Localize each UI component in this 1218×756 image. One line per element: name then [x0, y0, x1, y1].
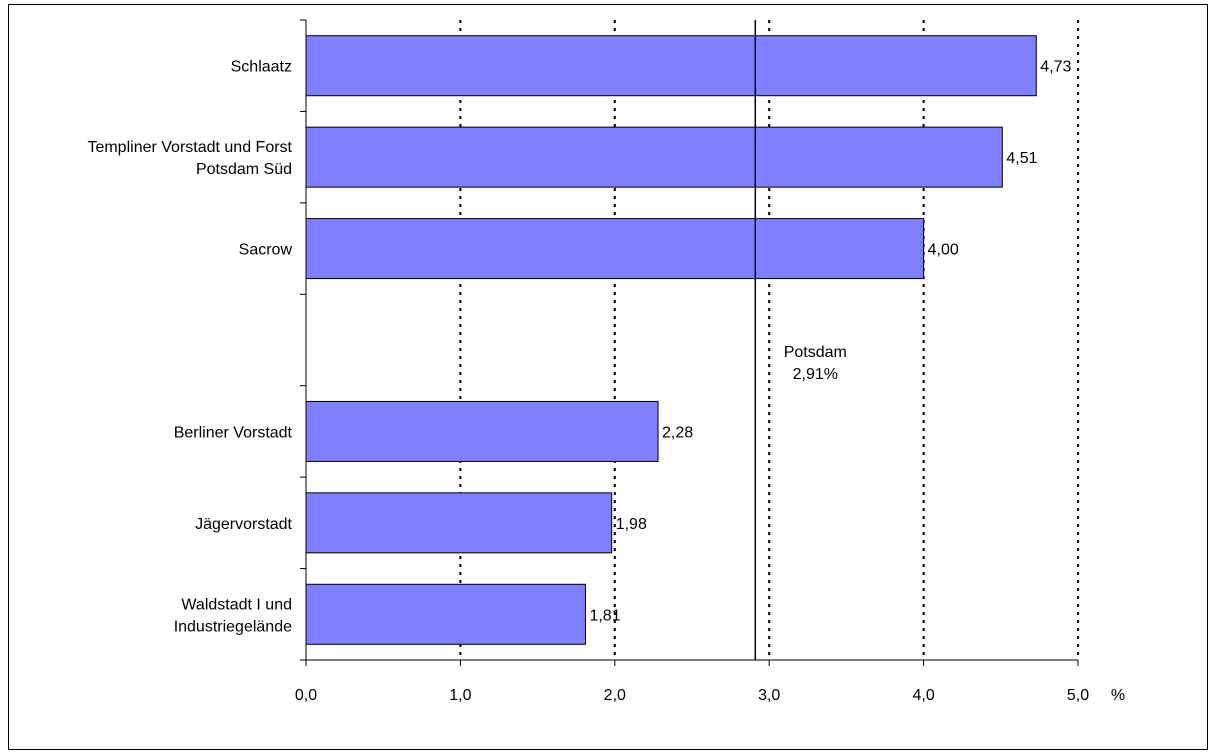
category-label: Templiner Vorstadt und Forst	[87, 139, 292, 156]
x-tick-label: 2,0	[604, 687, 626, 704]
category-label: Sacrow	[239, 242, 293, 259]
x-unit-label: %	[1111, 687, 1125, 704]
category-label: Berliner Vorstadt	[174, 424, 293, 441]
data-label: 4,73	[1040, 59, 1071, 76]
reference-line-label: 2,91%	[793, 366, 838, 383]
bar	[305, 492, 613, 554]
data-label: 1,81	[589, 607, 620, 624]
category-label: Industriegelände	[174, 618, 292, 635]
data-label: 2,28	[662, 424, 693, 441]
bar	[305, 218, 925, 280]
category-label: Potsdam Süd	[196, 161, 292, 178]
x-tick-label: 5,0	[1067, 687, 1089, 704]
x-tick-label: 1,0	[449, 687, 471, 704]
bar	[305, 126, 1003, 188]
bar	[305, 35, 1037, 97]
data-label: 4,00	[928, 242, 959, 259]
bar	[305, 400, 659, 462]
x-tick-label: 4,0	[912, 687, 934, 704]
chart-frame	[8, 4, 1208, 750]
x-tick-label: 0,0	[295, 687, 317, 704]
category-label: Schlaatz	[231, 59, 292, 76]
reference-line-label: Potsdam	[784, 344, 847, 361]
category-label: Waldstadt I und	[181, 596, 292, 613]
data-label: 4,51	[1006, 150, 1037, 167]
category-label: Jägervorstadt	[195, 516, 292, 533]
data-label: 1,98	[616, 516, 647, 533]
bar	[305, 583, 586, 645]
x-tick-label: 3,0	[758, 687, 780, 704]
